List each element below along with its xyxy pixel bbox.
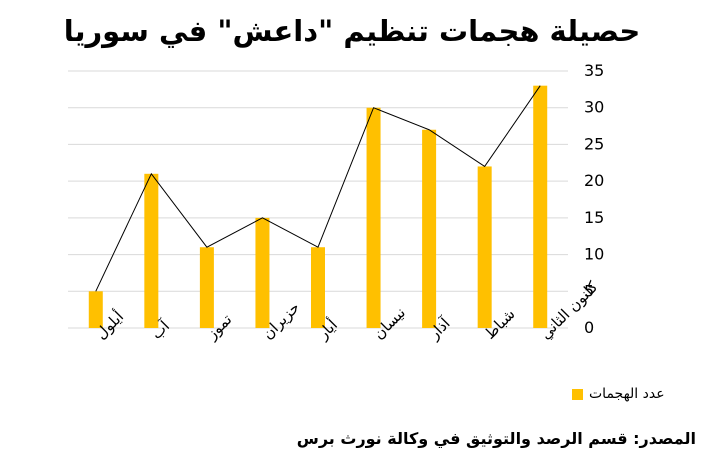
- x-tick-labels: أيلول آب تموز حزيران أيار نيسان آذار شباط كانون …: [91, 277, 602, 343]
- bar: [144, 173, 159, 328]
- y-tick-label: 30: [584, 98, 604, 117]
- y-tick-label: 25: [584, 134, 604, 153]
- y-tick-label: 5: [584, 281, 594, 300]
- y-tick-label: 15: [584, 208, 604, 227]
- legend-label: عدد الهجمات: [589, 386, 665, 402]
- bar: [311, 247, 325, 328]
- y-tick-label: 10: [584, 245, 604, 264]
- y-tick-labels: 0 5 10 15 20 25 30 35: [584, 61, 604, 337]
- trend-line: [95, 85, 541, 292]
- bar: [422, 129, 437, 328]
- bar: [477, 166, 492, 328]
- bar: [199, 247, 214, 328]
- y-tick-label: 0: [584, 318, 594, 337]
- y-tick-label: 20: [584, 171, 604, 190]
- y-tick-label: 35: [584, 61, 604, 80]
- bar: [255, 217, 270, 328]
- bar: [533, 85, 548, 328]
- source-note: المصدر: قسم الرصد والتوثيق في وكالة نورث…: [296, 429, 696, 448]
- trend-line-layer: [95, 85, 541, 292]
- legend: عدد الهجمات: [572, 386, 665, 402]
- bar: [366, 107, 381, 328]
- bar: [88, 291, 103, 328]
- bars: [88, 85, 548, 328]
- chart-title: حصيلة هجمات تنظيم "داعش" في سوريا: [63, 14, 641, 48]
- legend-swatch: [572, 388, 583, 400]
